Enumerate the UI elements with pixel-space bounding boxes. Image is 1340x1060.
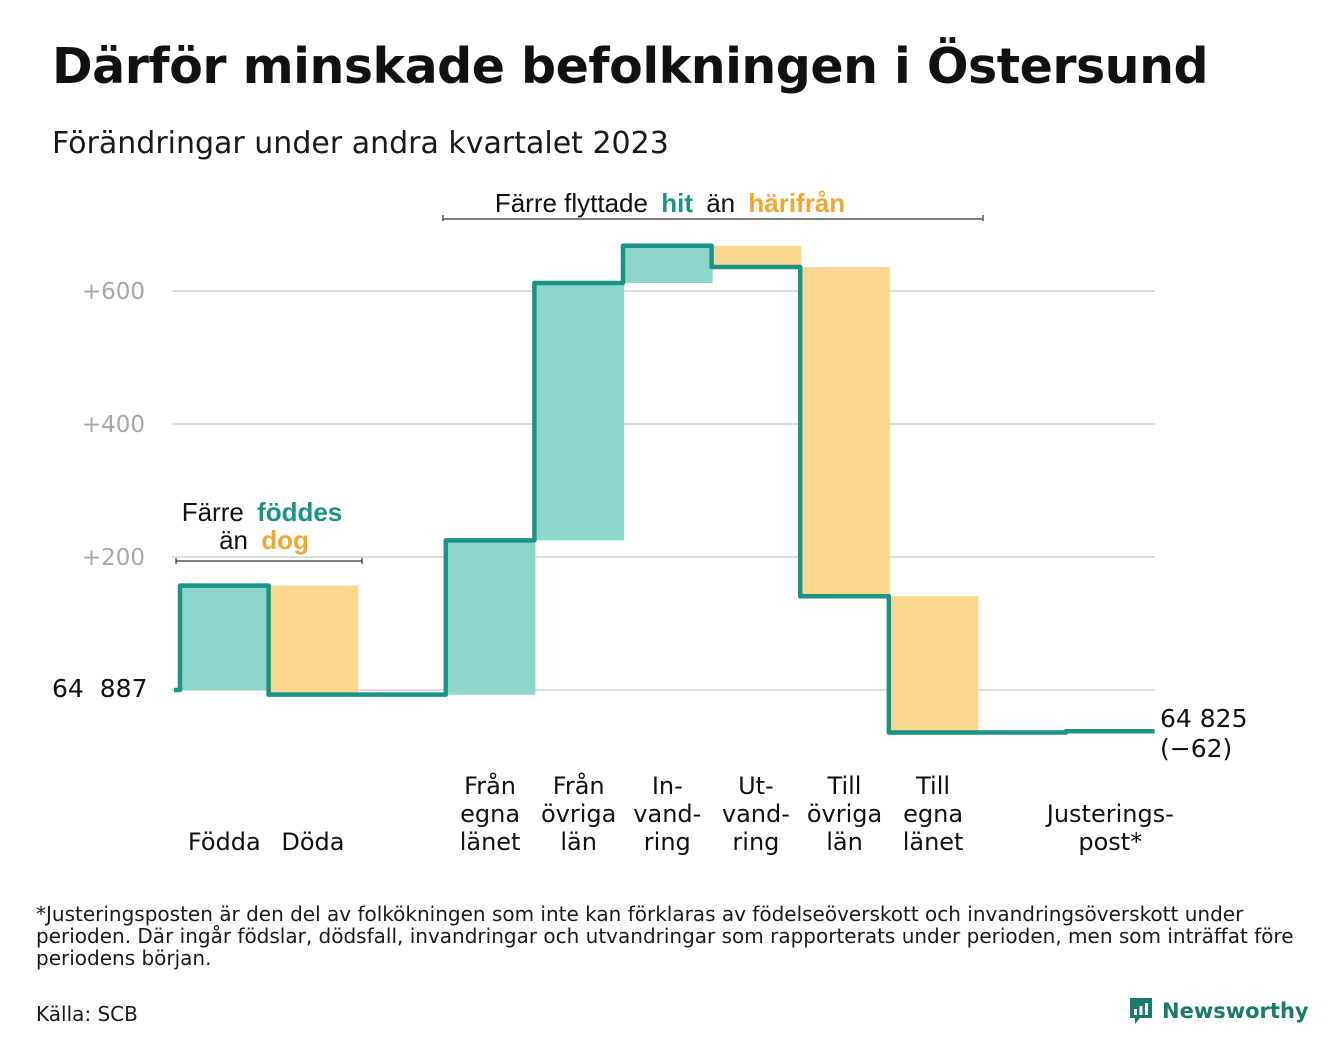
label-layer: Födda DödaFrånegnalänetFrånövrigalänIn-va… bbox=[188, 771, 1174, 856]
y-tick-label: +600 bbox=[82, 279, 145, 305]
left-annotation-prefix: Färre bbox=[182, 497, 244, 527]
bar-fran-egna-lanet bbox=[447, 540, 536, 695]
category-label-till-egna-lanet: Till bbox=[915, 772, 950, 800]
category-label-fran-egna-lanet: egna bbox=[460, 800, 520, 828]
chart-title: Därför minskade befolkningen i Östersund bbox=[52, 38, 1209, 95]
bar-invandring bbox=[625, 245, 713, 284]
category-label-invandring: In- bbox=[652, 772, 683, 800]
top-annotation: Färre flyttade hit än härifrån bbox=[442, 188, 984, 221]
footnote: *Justeringsposten är den del av folkökni… bbox=[36, 902, 1294, 970]
waterfall-chart: +200+400+600 Födda DödaFrånegnalänetFrånö… bbox=[52, 188, 1247, 856]
step-line-layer bbox=[174, 243, 1155, 735]
category-label-fran-ovriga-lan: län bbox=[560, 828, 597, 856]
bar-till-egna-lanet bbox=[890, 596, 979, 733]
chart-subtitle: Förändringar under andra kvartalet 2023 bbox=[52, 126, 669, 161]
start-value-second: 887 bbox=[100, 674, 148, 703]
category-label-justeringspost: post* bbox=[1078, 828, 1142, 856]
bar-till-ovriga-lan bbox=[802, 267, 890, 597]
left-annotation-an: än bbox=[219, 525, 248, 555]
category-label-justeringspost: Justerings- bbox=[1045, 800, 1174, 828]
category-label-fran-egna-lanet: länet bbox=[460, 828, 521, 856]
category-label-invandring: vand- bbox=[633, 800, 701, 828]
category-label-till-ovriga-lan: Till bbox=[827, 772, 862, 800]
end-value-label: 64 825 bbox=[1160, 704, 1247, 733]
bar-fodda bbox=[182, 585, 270, 690]
top-annotation-bracket bbox=[442, 215, 984, 221]
bar-doda bbox=[270, 585, 359, 695]
bar-layer bbox=[182, 245, 979, 733]
brand-name: Newsworthy bbox=[1162, 999, 1309, 1023]
category-label-fran-egna-lanet: Från bbox=[464, 771, 516, 800]
top-annotation-harifran: härifrån bbox=[748, 188, 845, 218]
top-annotation-hit: hit bbox=[661, 188, 693, 218]
left-annotation-foddes: föddes bbox=[257, 497, 342, 527]
end-change-label: (−62) bbox=[1160, 734, 1232, 763]
top-annotation-prefix: Färre flyttade bbox=[495, 188, 648, 218]
category-label-doda: Döda bbox=[281, 828, 344, 856]
category-label-fran-ovriga-lan: Från bbox=[553, 771, 605, 800]
category-label-till-egna-lanet: egna bbox=[903, 800, 963, 828]
category-label-utvandring: ring bbox=[732, 828, 779, 856]
y-tick-label: +400 bbox=[82, 412, 145, 438]
bar-utvandring bbox=[713, 245, 802, 268]
category-label-till-ovriga-lan: övriga bbox=[807, 800, 882, 828]
category-label-fran-ovriga-lan: övriga bbox=[541, 800, 616, 828]
category-label-invandring: ring bbox=[644, 828, 691, 856]
start-value-label: 64 887 bbox=[52, 674, 147, 703]
category-label-fodda: Födda bbox=[188, 828, 261, 856]
newsworthy-logo-icon bbox=[1130, 998, 1152, 1024]
svg-text:än dog: än dog bbox=[219, 525, 309, 555]
y-tick-label: +200 bbox=[82, 545, 145, 571]
start-value-first: 64 bbox=[52, 674, 84, 703]
brand-logo[interactable]: Newsworthy bbox=[1128, 996, 1309, 1026]
left-annotation-bracket bbox=[175, 558, 363, 564]
cumulative-step-line bbox=[174, 243, 1155, 735]
category-label-till-ovriga-lan: län bbox=[826, 828, 863, 856]
category-label-utvandring: vand- bbox=[722, 800, 790, 828]
left-annotation: Färre föddes än dog bbox=[175, 497, 363, 564]
category-label-utvandring: Ut- bbox=[738, 772, 774, 800]
svg-text:Färre flyttade hit: Färre flyttade hit än härifrån bbox=[495, 188, 845, 218]
left-annotation-dog: dog bbox=[261, 525, 309, 555]
bar-fran-ovriga-lan bbox=[536, 283, 624, 541]
source-label: Källa: SCB bbox=[36, 1002, 138, 1026]
category-label-till-egna-lanet: länet bbox=[903, 828, 964, 856]
top-annotation-middle: än bbox=[706, 188, 735, 218]
svg-text:Färre föddes: Färre föddes bbox=[182, 497, 343, 527]
